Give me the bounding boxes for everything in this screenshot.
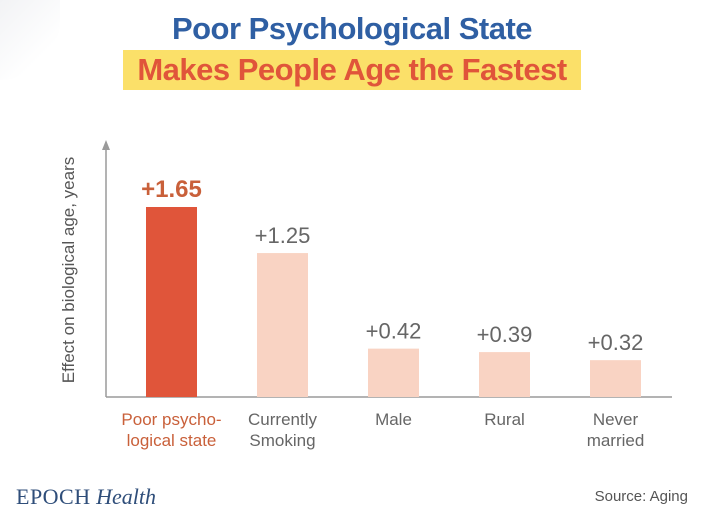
- source-note: Source: Aging: [594, 488, 688, 505]
- bar-1: [257, 253, 308, 397]
- category-label-1-line-1: Smoking: [249, 431, 315, 450]
- logo-suffix: Health: [96, 484, 157, 509]
- value-label-4: +0.32: [588, 330, 644, 355]
- logo-brand: EPOCH: [16, 484, 91, 509]
- category-label-3-line-0: Rural: [484, 410, 525, 429]
- bars-group: +1.65 Poor psycho-logical state +1.25 Curre…: [121, 176, 644, 450]
- bar-3: [479, 352, 530, 397]
- title-line-2: Makes People Age the Fastest: [137, 52, 567, 87]
- bar-4: [590, 360, 641, 397]
- category-label-1-line-0: Currently: [248, 410, 317, 429]
- title-block: Poor Psychological State Makes People Ag…: [0, 10, 704, 90]
- value-label-2: +0.42: [366, 319, 422, 344]
- category-label-2-line-0: Male: [375, 410, 412, 429]
- y-axis-arrow: [102, 140, 110, 150]
- title-line-1: Poor Psychological State: [171, 11, 533, 46]
- value-label-3: +0.39: [477, 322, 533, 347]
- category-label-0-line-0: Poor psycho-: [121, 410, 221, 429]
- value-label-0: +1.65: [141, 176, 202, 203]
- y-axis-label: Effect on biological age, years: [59, 157, 78, 384]
- epoch-health-logo: EPOCH Health: [16, 484, 156, 510]
- bar-0: [146, 207, 197, 397]
- title-highlight-band: Makes People Age the Fastest: [123, 50, 581, 90]
- category-label-4-line-0: Never: [593, 410, 639, 429]
- category-label-0-line-1: logical state: [127, 431, 217, 450]
- category-label-4-line-1: married: [587, 431, 645, 450]
- value-label-1: +1.25: [255, 223, 311, 248]
- bar-2: [368, 348, 419, 397]
